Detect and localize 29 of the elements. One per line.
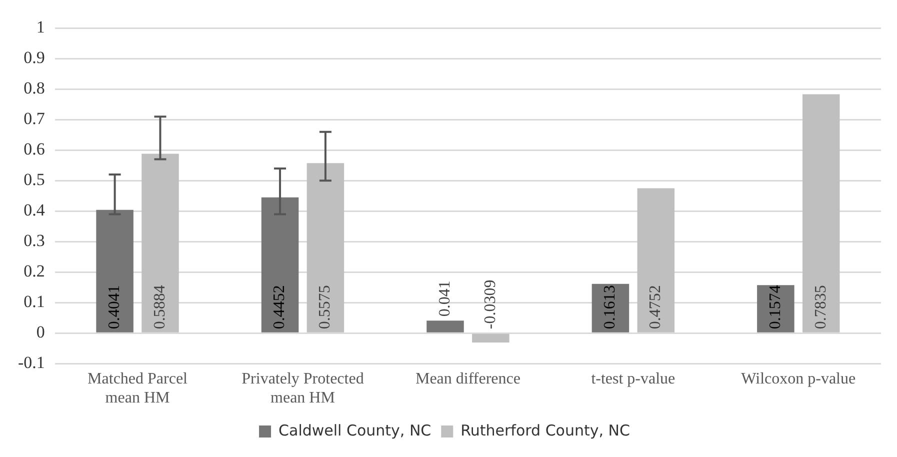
y-tick-label: 0.6 <box>24 140 45 159</box>
x-tick-label: Wilcoxon p-value <box>741 370 856 388</box>
x-tick-label: t-test p-value <box>591 370 676 388</box>
y-tick-label: 1 <box>36 18 45 37</box>
data-label: 0.5575 <box>316 285 334 330</box>
y-tick-label: 0.3 <box>24 231 45 250</box>
data-label: 0.5884 <box>151 285 168 330</box>
data-label: 0.4752 <box>647 285 664 330</box>
x-tick-label: Matched Parcel mean HM <box>88 370 188 407</box>
legend-label: Rutherford County, NC <box>460 421 630 440</box>
legend-label: Caldwell County, NC <box>278 421 432 440</box>
data-label: 0.1574 <box>766 285 784 330</box>
data-label: 0.4452 <box>271 285 288 330</box>
data-label: -0.0309 <box>482 280 499 330</box>
data-label: 0.041 <box>436 280 454 317</box>
data-label: 0.7835 <box>812 285 830 330</box>
y-tick-label: 0.1 <box>24 292 45 312</box>
x-tick-label: Mean difference <box>415 370 520 388</box>
y-tick-label: -0.1 <box>18 353 45 372</box>
y-tick-label: 0 <box>36 322 45 342</box>
data-label: 0.1613 <box>602 285 619 330</box>
y-tick-label: 0.7 <box>24 109 46 128</box>
x-tick-label: Privately Protected mean HM <box>242 370 364 407</box>
y-tick-label: 0.5 <box>24 170 45 190</box>
y-tick-label: 0.9 <box>24 48 45 68</box>
y-tick-label: 0.2 <box>24 262 45 281</box>
y-tick-label: 0.4 <box>24 200 46 220</box>
data-label: 0.4041 <box>106 285 124 330</box>
y-tick-label: 0.8 <box>24 78 45 98</box>
